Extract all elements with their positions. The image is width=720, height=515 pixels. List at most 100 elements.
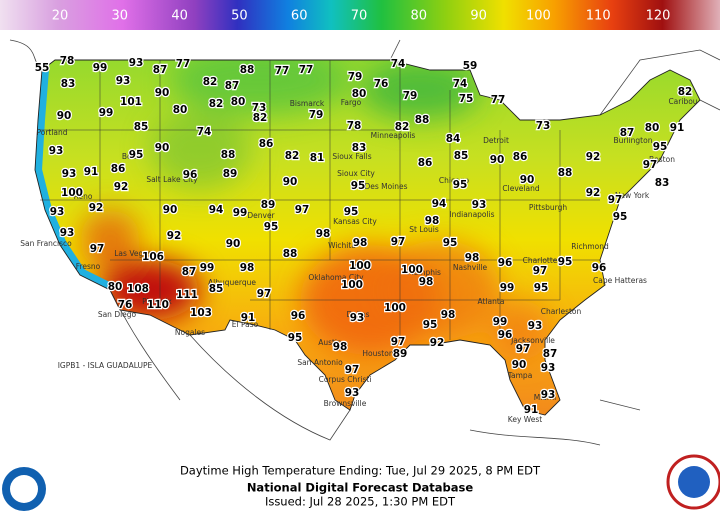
temperature-label: 95 [351,180,366,192]
map-title: Daytime High Temperature Ending: Tue, Ju… [180,464,541,478]
temperature-label: 93 [472,199,487,211]
temperature-label: 87 [182,266,197,278]
scale-tick-label: 70 [351,9,368,24]
temperature-label: 95 [534,282,549,294]
temperature-label: 97 [533,265,548,277]
temperature-label: 100 [341,279,363,291]
temperature-label: 93 [49,145,64,157]
temperature-label: 100 [61,187,83,199]
temperature-label: 96 [183,169,198,181]
temperature-label: 97 [391,336,406,348]
temperature-label: 99 [493,316,508,328]
temperature-label: 96 [291,310,306,322]
city-label: Sioux City [337,169,375,178]
city-label: Pittsburgh [529,203,567,212]
temperature-label: 96 [592,262,607,274]
temperature-label: 82 [253,112,268,124]
temperature-label: 88 [240,64,255,76]
temperature-label: 93 [528,320,543,332]
temperature-label: 80 [352,88,367,100]
temperature-label: 93 [60,227,75,239]
scale-tick-label: 60 [291,9,308,24]
temperature-label: 94 [209,204,224,216]
temperature-label: 86 [259,138,274,150]
city-label: Cape Hatteras [593,276,647,285]
temperature-label: 103 [190,307,212,319]
temperature-label: 96 [498,257,513,269]
temperature-label: 74 [197,126,212,138]
temperature-label: 89 [223,168,238,180]
temperature-label: 84 [446,133,461,145]
temperature-label: 88 [221,149,236,161]
temperature-label: 83 [61,78,76,90]
temperature-label: 91 [84,166,99,178]
scale-tick-label: 50 [231,9,248,24]
temperature-label: 87 [153,64,168,76]
temperature-label: 92 [430,337,445,349]
city-label: Austin [318,338,342,347]
city-label: San Antonio [297,358,343,367]
temperature-label: 95 [344,206,359,218]
city-label: Las Vegas [114,249,152,258]
temperature-label: 94 [432,198,447,210]
temperature-label: 99 [200,262,215,274]
city-label: San Diego [98,310,137,319]
city-label: Fresno [76,262,101,271]
temperature-label: 97 [295,204,310,216]
city-label: Burlington [614,136,653,145]
city-label: Nashville [453,263,488,272]
city-label: Reno [74,192,93,201]
scale-tick-label: 110 [586,9,611,24]
scale-tick-label: 120 [646,9,671,24]
temperature-label: 82 [203,76,218,88]
city-label: Jacksonville [510,336,555,345]
temperature-label: 99 [500,282,515,294]
city-label: New York [615,191,650,200]
temperature-label: 98 [465,252,480,264]
temperature-label: 90 [226,238,241,250]
temperature-label: 83 [655,177,670,189]
temperature-label: 92 [586,187,601,199]
nws-logo [666,454,720,510]
city-label: Albuquerque [208,278,256,287]
city-label: Portland [36,128,67,137]
temperature-label: 77 [491,94,506,106]
temperature-label: 89 [261,199,276,211]
city-label: Kansas City [333,217,377,226]
temperature-label: 78 [60,55,75,67]
temperature-label: 91 [241,312,256,324]
temperature-label: 98 [353,237,368,249]
temperature-label: 97 [516,343,531,355]
temperature-label: 99 [99,107,114,119]
temperature-label: 98 [425,215,440,227]
source: National Digital Forecast Database [247,481,474,495]
city-label: Indianapolis [449,210,494,219]
temperature-label: 101 [120,96,142,108]
temperature-label: 73 [536,120,551,132]
temperature-label: 100 [349,260,371,272]
temperature-label: 93 [62,168,77,180]
temperature-label: 80 [231,96,246,108]
temperature-label: 85 [134,121,149,133]
temperature-label: 95 [653,141,668,153]
temperature-label: 98 [333,341,348,353]
temperature-label: 90 [155,142,170,154]
scale-tick-label: 30 [112,9,129,24]
temperature-label: 82 [209,98,224,110]
temperature-label: 99 [233,207,248,219]
city-label: Oklahoma City [308,273,364,282]
city-label: Brownsville [324,399,367,408]
city-label: St Louis [409,225,439,234]
temperature-label: 78 [347,120,362,132]
temperature-label: 82 [395,121,410,133]
temperature-label: 93 [350,312,365,324]
temperature-label: 90 [283,176,298,188]
city-label: Charlotte [523,256,558,265]
temperature-label: 77 [299,64,314,76]
city-label: Phoenix [142,297,172,306]
temperature-label: 73 [252,102,267,114]
temperature-label: 79 [403,90,418,102]
temperature-label: 95 [423,319,438,331]
city-label: Corpus Christi [319,375,372,384]
